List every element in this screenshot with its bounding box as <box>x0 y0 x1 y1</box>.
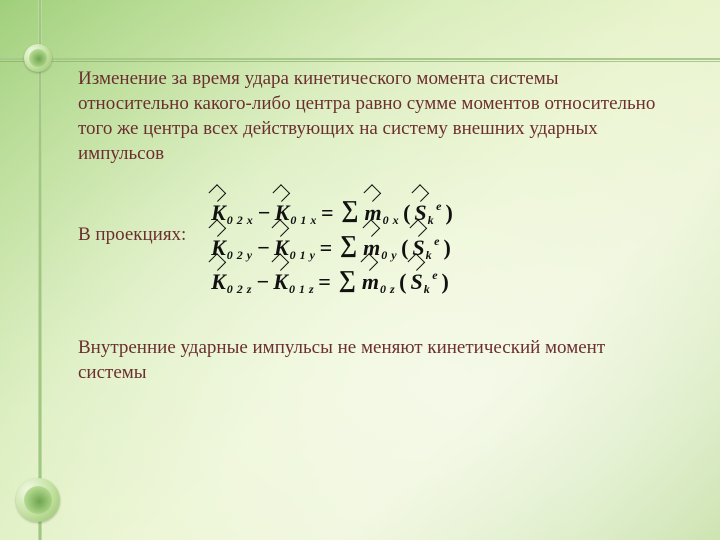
horizontal-rule <box>0 58 720 60</box>
vertical-rule <box>38 0 42 540</box>
ring-ornament-bottom <box>16 478 60 522</box>
projection-section: В проекциях: K0 2 x−K0 1 x=∑m0 x ( Ske )… <box>78 192 668 299</box>
note-paragraph: Внутренние ударные импульсы не меняют ки… <box>78 335 668 385</box>
equation-block: K0 2 x−K0 1 x=∑m0 x ( Ske )K0 2 y−K0 1 y… <box>211 192 453 299</box>
intro-paragraph: Изменение за время удара кинетического м… <box>78 66 668 166</box>
equation-row: K0 2 z−K0 1 z=∑m0 z ( Ske ) <box>211 265 453 297</box>
ring-ornament-top <box>24 44 52 72</box>
slide-content: Изменение за время удара кинетического м… <box>78 66 668 411</box>
projections-label: В проекциях: <box>78 222 186 247</box>
